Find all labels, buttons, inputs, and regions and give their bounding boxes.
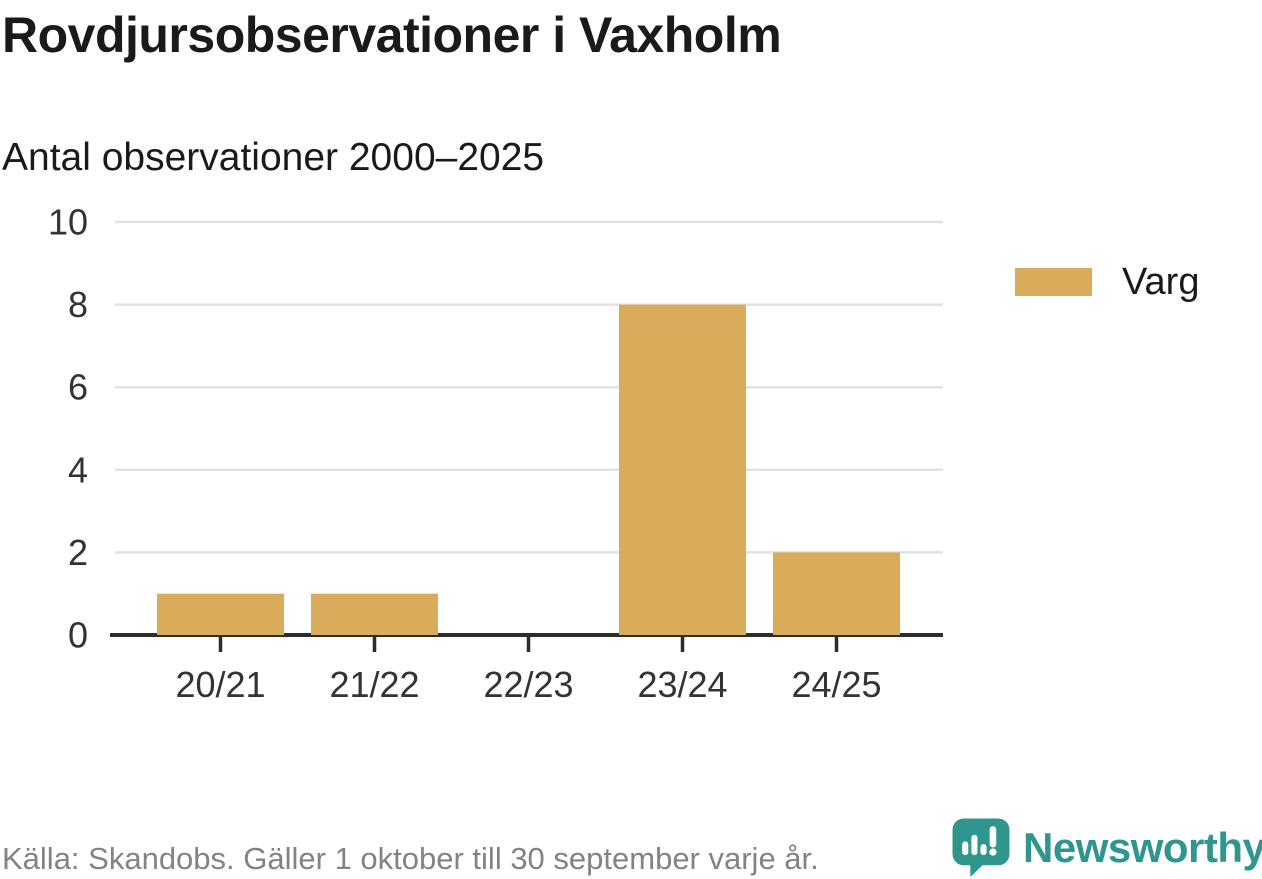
mini-bar-1 (962, 841, 969, 856)
x-axis-tick-label-20/21: 20/21 (175, 664, 265, 705)
x-axis-tick-label-21/22: 21/22 (329, 664, 419, 705)
newsworthy-logo: Newsworthy (950, 817, 1262, 878)
legend: Varg (1015, 263, 1199, 301)
exclamation-dot (989, 848, 997, 856)
exclamation-bar (989, 826, 997, 848)
legend-swatch-varg (1015, 268, 1092, 296)
bar-23/24 (619, 304, 746, 635)
y-axis-tick-label-4: 4 (68, 449, 88, 490)
mini-bar-3 (980, 843, 987, 856)
chart-subtitle: Antal observationer 2000–2025 (2, 136, 545, 179)
y-axis-tick-label-0: 0 (68, 615, 88, 656)
x-axis-tick-label-22/23: 22/23 (483, 664, 573, 705)
x-axis-tick-label-23/24: 23/24 (637, 664, 727, 705)
x-axis-tick-label-24/25: 24/25 (791, 664, 881, 705)
source-note: Källa: Skandobs. Gäller 1 oktober till 3… (2, 841, 819, 876)
bar-21/22 (311, 593, 438, 635)
bar-20/21 (157, 593, 284, 635)
newsworthy-bubble-icon (952, 818, 1010, 877)
bar-chart-plot: 0 2 4 6 8 10 20/21 21/22 22/23 23/24 24/25 (48, 202, 943, 705)
mini-bar-2 (971, 834, 978, 856)
chart-title: Rovdjursobservationer i Vaxholm (2, 7, 782, 63)
y-axis-tick-label-2: 2 (68, 532, 88, 573)
y-axis-tick-label-8: 8 (68, 284, 88, 325)
legend-label-varg: Varg (1122, 261, 1200, 303)
bar-24/25 (773, 552, 900, 635)
newsworthy-wordmark: Newsworthy (1023, 823, 1262, 871)
y-axis-tick-label-6: 6 (68, 367, 88, 408)
y-axis-tick-label-10: 10 (48, 202, 88, 243)
